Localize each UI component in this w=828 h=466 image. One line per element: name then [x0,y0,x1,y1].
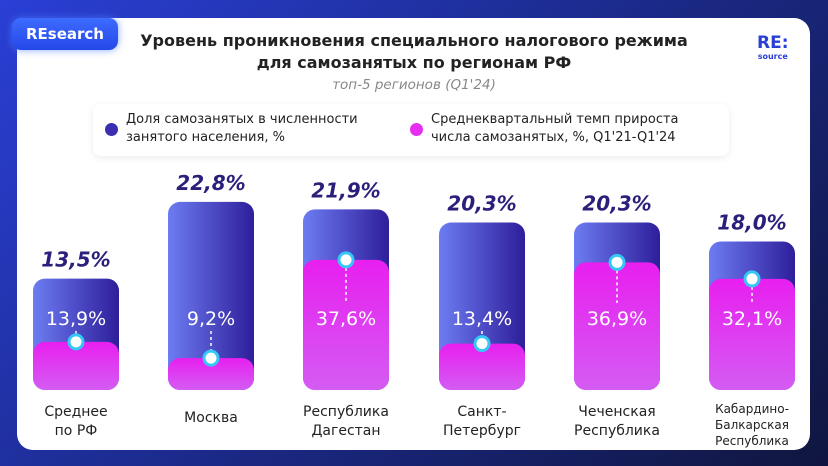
resource-logo: RE: source [757,33,789,62]
category-label: Республика [715,434,789,448]
growth-label: 13,9% [46,308,106,330]
growth-label: 37,6% [316,308,376,330]
legend-item-share: Доля самозанятых в численности занятого н… [105,111,358,147]
category-label: Москва [184,410,238,426]
legend-swatch-share [105,122,118,136]
chart-subtitle: топ-5 регионов (Q1'24) [332,77,496,93]
growth-marker [202,349,220,367]
growth-marker [337,251,355,269]
share-label: 20,3% [447,192,516,216]
legend-label: занятого населения, % [126,130,285,145]
growth-marker [67,333,85,351]
category-label: по РФ [55,423,98,439]
chart-card [17,18,810,450]
bar-growth [33,341,119,390]
share-label: 18,0% [717,211,786,235]
category-label: Среднее [44,404,107,420]
legend-label: Среднеквартальный темп прироста [431,112,679,127]
bar-growth [709,278,795,390]
growth-label: 32,1% [722,308,782,330]
category-label: Республика [574,423,660,439]
share-label: 22,8% [176,171,245,195]
chart-title: Уровень проникновения специального налог… [140,31,688,72]
legend-label: числа самозанятых, %, Q1'21-Q1'24 [431,130,676,145]
category-label: Петербург [443,423,521,439]
bar-growth [168,358,254,390]
category-label: Балкарская [715,418,789,432]
category-label: Дагестан [311,423,380,439]
share-label: 13,5% [41,248,110,272]
growth-marker [608,253,626,271]
bar-growth [574,262,660,390]
legend-item-growth: Среднеквартальный темп прироста числа сам… [410,111,679,147]
growth-label: 9,2% [187,308,235,330]
growth-marker [743,270,761,288]
share-label: 21,9% [311,178,380,202]
growth-label: 36,9% [587,308,647,330]
category-label: Чеченская [578,404,655,420]
category-label: Кабардино- [715,402,789,416]
category-label: Республика [303,404,389,420]
growth-label: 13,4% [452,308,512,330]
share-label: 20,3% [582,192,651,216]
bar-share [168,201,254,390]
bar-growth [303,259,389,390]
legend-label: Доля самозанятых в численности [126,112,358,127]
bar-growth [439,343,525,390]
legend-swatch-growth [410,122,423,136]
logo-line1: RE: [757,33,789,53]
growth-marker [473,335,491,353]
logo-line2: source [757,52,788,61]
category-label: Санкт- [457,404,506,420]
research-badge[interactable]: REsearch [12,18,118,50]
